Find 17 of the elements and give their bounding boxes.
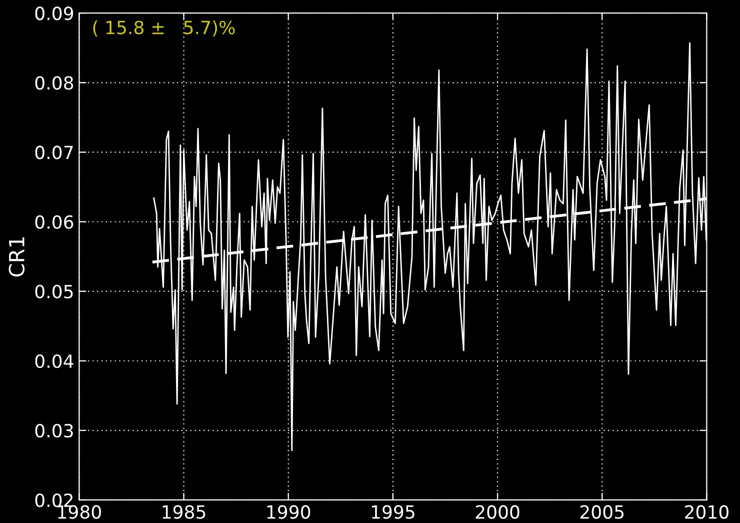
y-tick-label: 0.02: [35, 493, 73, 508]
x-tick-label: 2010: [685, 505, 728, 519]
y-tick-label: 0.05: [35, 284, 73, 298]
annotation: ( 15.8 ± 5.7)%: [93, 20, 235, 36]
x-tick-label: 1980: [58, 505, 101, 519]
x-tick-label: 2000: [476, 505, 520, 519]
y-tick-label: 0.04: [35, 354, 74, 368]
y-tick-label: 0.09: [35, 6, 74, 20]
x-tick-label: 2005: [580, 505, 624, 519]
y-axis-title: CR1: [8, 237, 25, 276]
y-tick-label: 0.03: [35, 424, 73, 438]
y-tick-label: 0.06: [35, 215, 74, 229]
x-tick-label: 1990: [267, 505, 310, 519]
y-tick-label: 0.08: [35, 76, 74, 90]
x-tick-label: 1995: [372, 505, 414, 519]
x-tick-label: 1985: [162, 505, 206, 519]
y-tick-label: 0.07: [35, 146, 73, 160]
